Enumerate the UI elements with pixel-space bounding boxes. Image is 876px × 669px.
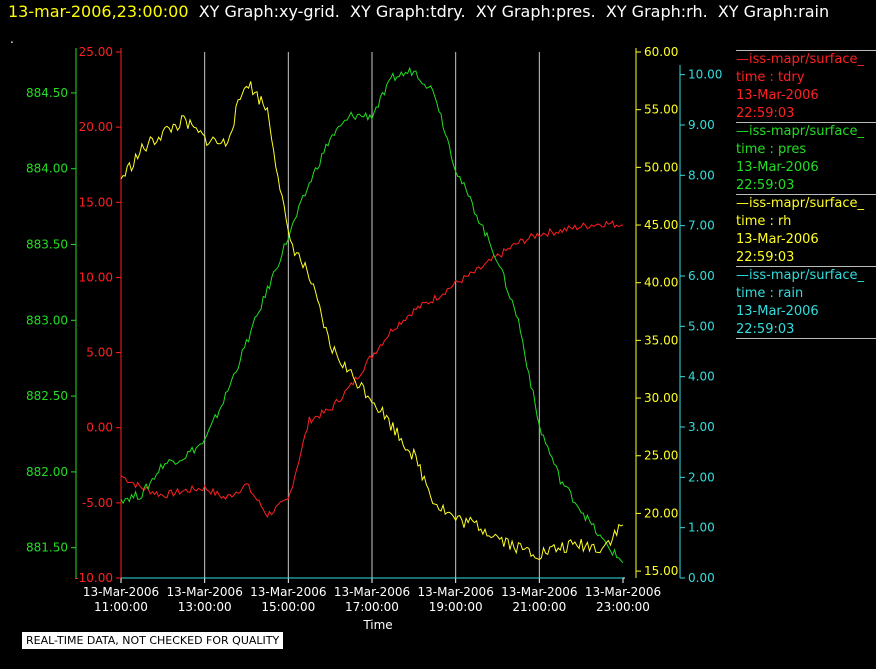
x-tick-label-date-4: 13-Mar-2006: [417, 585, 493, 599]
pres-y-tick-label-3: 883.00: [26, 313, 68, 327]
tdry-y-tick-label-4: 10.00: [79, 270, 113, 284]
rh-y-tick-label-4: 35.00: [644, 333, 678, 347]
rh-y-tick-label-7: 50.00: [644, 160, 678, 174]
legend-rule: [736, 266, 876, 267]
rh-y-tick-label-3: 30.00: [644, 391, 678, 405]
x-tick-label-date-1: 13-Mar-2006: [166, 585, 242, 599]
x-tick-label-date-0: 13-Mar-2006: [83, 585, 159, 599]
legend-time: 22:59:03: [736, 178, 795, 193]
legend-series: —iss-mapr/surface_: [736, 196, 865, 211]
header-graph-label-rain: XY Graph:rain: [717, 2, 830, 21]
legend-date: 13-Mar-2006: [736, 232, 819, 247]
x-tick-label-time-1: 13:00:00: [178, 600, 232, 614]
pres-y-tick-label-5: 884.00: [26, 162, 68, 176]
rh-y-tick-label-9: 60.00: [644, 45, 678, 59]
x-tick-label-time-5: 21:00:00: [512, 600, 566, 614]
grid-lines: [204, 52, 540, 578]
rain-y-tick-label-4: 4.00: [688, 370, 715, 384]
legend-entry-1: —iss-mapr/surface_time : pres 13-Mar-2006…: [736, 123, 864, 195]
header-graph-label-xy-grid: XY Graph:xy-grid.: [198, 2, 340, 21]
legend-entry-2: —iss-mapr/surface_time : rh 13-Mar-2006 22…: [736, 195, 864, 267]
x-tick-label-date-5: 13-Mar-2006: [501, 585, 577, 599]
tdry-series-line: [120, 220, 624, 518]
quality-disclaimer: REAL-TIME DATA, NOT CHECKED FOR QUALITY: [21, 631, 285, 650]
pres-y-tick-label-0: 881.50: [26, 541, 68, 555]
x-tick-label-date-6: 13-Mar-2006: [585, 585, 661, 599]
x-tick-label-date-2: 13-Mar-2006: [250, 585, 326, 599]
rain-y-tick-label-3: 3.00: [688, 420, 715, 434]
axes: 13-Mar-200611:00:0013-Mar-200613:00:0013…: [26, 45, 722, 614]
legend-date: 13-Mar-2006: [736, 88, 819, 103]
rain-y-tick-label-5: 5.00: [688, 319, 715, 333]
tdry-y-tick-label-1: -5.00: [82, 496, 113, 510]
legend-time: 22:59:03: [736, 106, 795, 121]
rh-y-tick-label-5: 40.00: [644, 276, 678, 290]
pres-y-tick-label-1: 882.00: [26, 465, 68, 479]
legend-var: time : rain: [736, 286, 804, 301]
series-lines: [120, 66, 624, 579]
tdry-y-tick-label-5: 15.00: [79, 195, 113, 209]
legend-rule: [736, 194, 876, 195]
x-tick-label-time-4: 19:00:00: [429, 600, 483, 614]
rain-y-tick-label-1: 1.00: [688, 521, 715, 535]
legend-series: —iss-mapr/surface_: [736, 124, 865, 139]
pres-y-tick-label-4: 883.50: [26, 238, 68, 252]
legend-rule: [736, 50, 876, 51]
rh-y-tick-label-0: 15.00: [644, 564, 678, 578]
tdry-y-tick-label-0: -10.00: [74, 571, 113, 585]
corner-mark: .: [10, 32, 14, 46]
tdry-y-tick-label-7: 25.00: [79, 45, 113, 59]
header-graph-label-rh: XY Graph:rh.: [605, 2, 708, 21]
rain-y-tick-label-8: 8.00: [688, 168, 715, 182]
chart-header: 13-mar-2006,23:00:00 XY Graph:xy-grid. X…: [8, 2, 829, 21]
pres-series-line: [120, 66, 624, 564]
header-timestamp: 13-mar-2006,23:00:00: [8, 2, 189, 21]
pres-y-tick-label-2: 882.50: [26, 389, 68, 403]
x-tick-label-time-3: 17:00:00: [345, 600, 399, 614]
tdry-y-tick-label-2: 0.00: [86, 421, 113, 435]
header-graph-label-tdry: XY Graph:tdry.: [350, 2, 466, 21]
legend-rule: [736, 338, 876, 339]
header-graph-label-pres: XY Graph:pres.: [475, 2, 596, 21]
rain-y-tick-label-6: 6.00: [688, 269, 715, 283]
legend-time: 22:59:03: [736, 250, 795, 265]
rain-y-tick-label-2: 2.00: [688, 470, 715, 484]
legend-var: time : tdry: [736, 70, 805, 85]
legend-entry-0: —iss-mapr/surface_time : tdry 13-Mar-2006…: [736, 51, 864, 123]
legend-entry-3: —iss-mapr/surface_time : rain 13-Mar-2006…: [736, 267, 864, 339]
rh-series-line: [120, 81, 624, 561]
x-tick-label-time-0: 11:00:00: [94, 600, 148, 614]
x-axis-label: Time: [362, 618, 392, 632]
rh-y-tick-label-8: 55.00: [644, 103, 678, 117]
rh-y-tick-label-1: 20.00: [644, 506, 678, 520]
rain-y-tick-label-7: 7.00: [688, 219, 715, 233]
tdry-y-tick-label-3: 5.00: [86, 346, 113, 360]
legend-time: 22:59:03: [736, 322, 795, 337]
x-tick-label-date-3: 13-Mar-2006: [334, 585, 410, 599]
pres-y-tick-label-6: 884.50: [26, 86, 68, 100]
rh-y-tick-label-2: 25.00: [644, 449, 678, 463]
x-tick-label-time-2: 15:00:00: [261, 600, 315, 614]
legend-var: time : pres: [736, 142, 807, 157]
legend-date: 13-Mar-2006: [736, 304, 819, 319]
rain-y-tick-label-0: 0.00: [688, 571, 715, 585]
legend-series: —iss-mapr/surface_: [736, 52, 865, 67]
legend-series: —iss-mapr/surface_: [736, 268, 865, 283]
legend-date: 13-Mar-2006: [736, 160, 819, 175]
legend-rule: [736, 122, 876, 123]
x-tick-label-time-6: 23:00:00: [596, 600, 650, 614]
rh-y-tick-label-6: 45.00: [644, 218, 678, 232]
tdry-y-tick-label-6: 20.00: [79, 120, 113, 134]
legend-var: time : rh: [736, 214, 792, 229]
rain-y-tick-label-10: 10.00: [688, 68, 722, 82]
rain-y-tick-label-9: 9.00: [688, 118, 715, 132]
